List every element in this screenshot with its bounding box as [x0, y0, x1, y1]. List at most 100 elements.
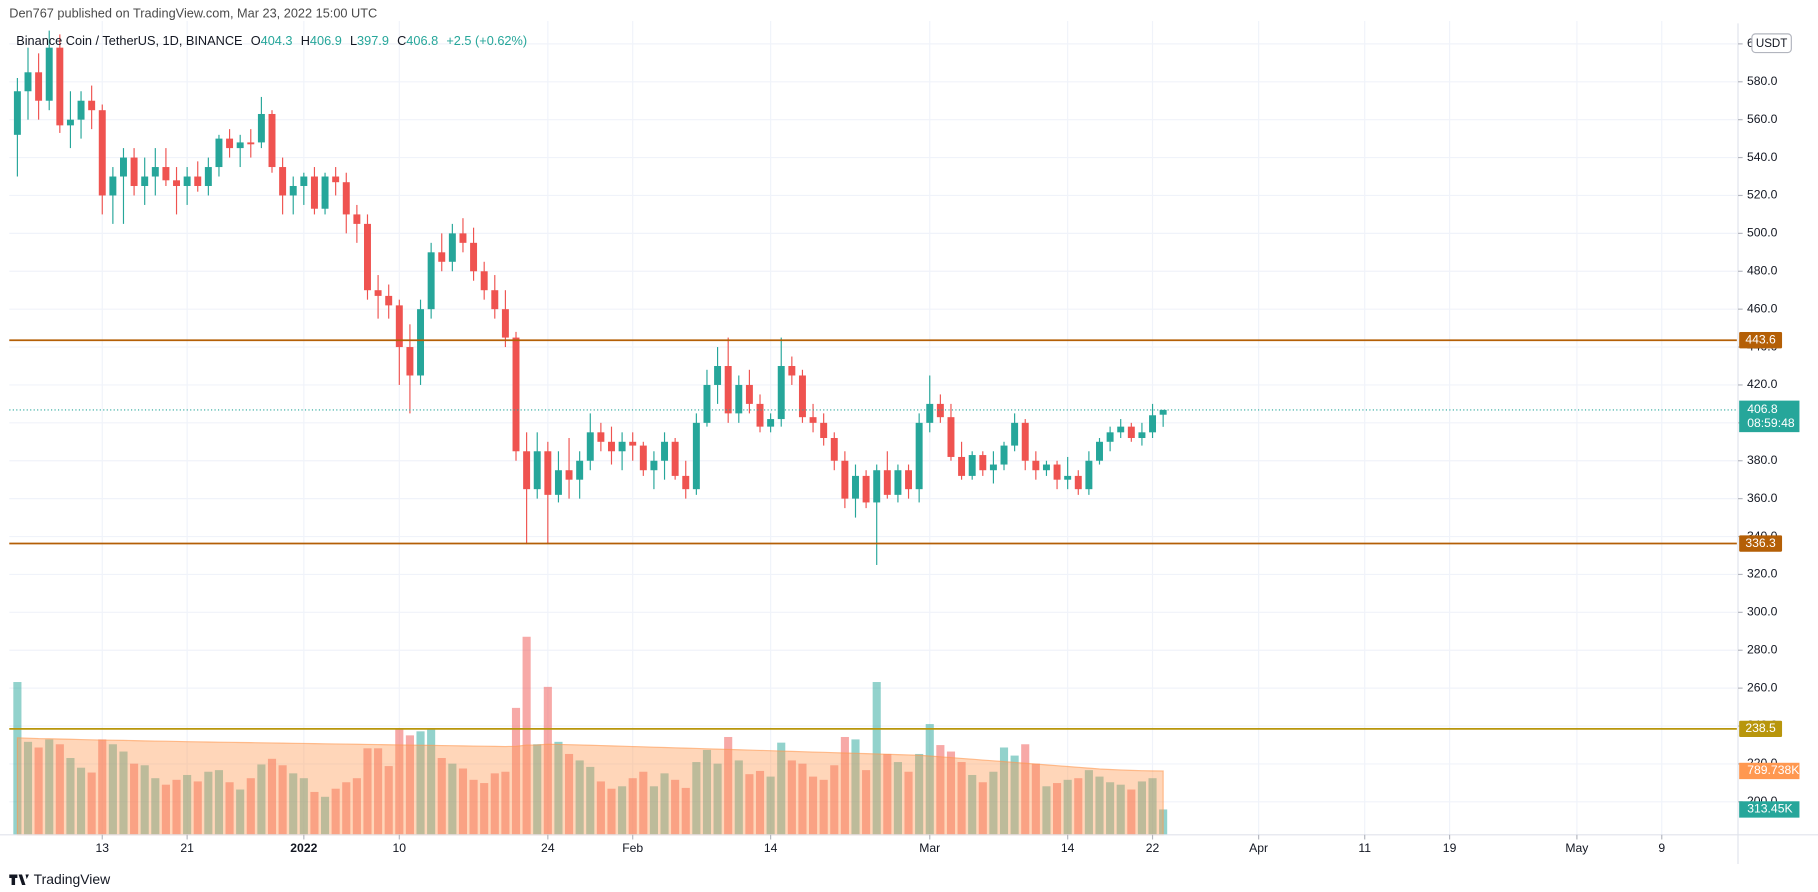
- candle-body: [1149, 415, 1157, 433]
- candle-body: [332, 176, 340, 183]
- x-tick-label: 14: [1061, 841, 1075, 855]
- candle-body: [629, 441, 637, 446]
- volume-bar: [480, 783, 489, 835]
- volume-bar: [681, 787, 690, 835]
- candle-body: [109, 176, 117, 196]
- volume-bar: [957, 762, 966, 835]
- volume-bar: [151, 778, 160, 835]
- candle-body: [682, 475, 690, 490]
- volume-bar: [172, 779, 181, 835]
- level-label-box: [1739, 332, 1783, 349]
- volume-bar: [999, 747, 1009, 835]
- candle-body: [809, 417, 817, 423]
- volume-layer: [13, 636, 1168, 836]
- candle-body: [204, 167, 212, 186]
- x-tick-label: 9: [1658, 841, 1665, 855]
- volume-bar: [1148, 778, 1157, 835]
- volume-bar: [628, 778, 637, 835]
- publisher: Den767 published on TradingView.com, Mar…: [9, 5, 377, 20]
- candle-body: [523, 451, 531, 490]
- volume-bar: [851, 739, 860, 835]
- candle-body: [1074, 475, 1082, 490]
- y-tick-label: 480.0: [1747, 263, 1778, 277]
- candle-body: [533, 451, 541, 490]
- candle-body: [45, 47, 53, 101]
- volume-bar: [1137, 781, 1146, 835]
- candle-body: [830, 438, 838, 461]
- change: +2.5 (+0.62%): [446, 33, 527, 48]
- volume-ma-area: [16, 737, 1164, 836]
- volume-bar: [1127, 789, 1136, 835]
- candle-body: [194, 176, 202, 186]
- volume-bar: [1095, 776, 1104, 835]
- candle-body: [353, 214, 361, 224]
- y-tick-label: 320.0: [1747, 567, 1778, 581]
- candle-body: [501, 309, 509, 338]
- x-tick-label: 19: [1443, 841, 1457, 855]
- candle-body: [544, 451, 552, 495]
- candle-body: [1127, 426, 1135, 439]
- volume-bar: [554, 741, 563, 835]
- currency[interactable]: USDT: [1756, 37, 1788, 50]
- volume-bar: [586, 766, 595, 835]
- volume-bar: [543, 686, 552, 835]
- candle-body: [958, 456, 966, 476]
- candle-body: [1085, 460, 1093, 490]
- volume-bar: [533, 744, 542, 835]
- ohlc-value: 406.8: [406, 33, 438, 48]
- volume-bar: [787, 760, 796, 835]
- y-tick-label: 260.0: [1747, 680, 1778, 694]
- x-tick-label: 24: [541, 841, 555, 855]
- volume-bar: [511, 707, 521, 835]
- candle-body: [491, 290, 499, 310]
- volume-bar: [840, 736, 849, 835]
- volume-bar: [808, 776, 818, 835]
- candle-body: [947, 417, 955, 457]
- volume-bar: [140, 765, 149, 835]
- brand-logo: [9, 874, 29, 885]
- volume-bar: [501, 771, 510, 835]
- candle-body: [342, 182, 350, 215]
- candle-body: [745, 384, 753, 404]
- volume-bar: [458, 768, 468, 835]
- volume-bar: [925, 724, 934, 835]
- candle-body: [236, 142, 244, 149]
- candle-body: [576, 460, 584, 480]
- x-tick-label: 22: [1146, 841, 1160, 855]
- candle-body: [989, 464, 997, 471]
- currency-box[interactable]: [1751, 33, 1792, 54]
- candle-body: [406, 347, 414, 376]
- candle-body: [35, 72, 43, 101]
- candle-body: [979, 455, 987, 471]
- volume-bar: [1116, 784, 1125, 835]
- candle-body: [1064, 475, 1072, 480]
- volume-bar: [1053, 783, 1062, 835]
- volume-bar: [257, 764, 266, 835]
- volume-bar: [819, 779, 828, 835]
- ma-label: 789.738K: [1747, 763, 1799, 777]
- candle-body: [289, 185, 297, 196]
- volume-bar: [395, 728, 404, 835]
- y-tick-label: 540.0: [1747, 150, 1778, 164]
- candle-body: [586, 432, 594, 461]
- volume-bar: [798, 763, 807, 835]
- candle-body: [141, 176, 149, 186]
- volume-bar: [692, 762, 701, 835]
- candle-body: [120, 157, 127, 177]
- candle-body: [767, 419, 775, 427]
- y-tick-label: 500.0: [1747, 226, 1778, 240]
- candle-body: [905, 470, 913, 490]
- candle-body: [427, 252, 435, 310]
- volume-bar: [766, 776, 775, 835]
- candle-body: [56, 47, 64, 126]
- volume-bar: [225, 782, 234, 835]
- volume-bar: [374, 748, 383, 835]
- ohlc-key: L: [350, 33, 357, 48]
- level-label-box: [1739, 720, 1783, 738]
- volume-bar: [183, 774, 192, 835]
- y-tick-label: 360.0: [1747, 491, 1778, 505]
- volume-bar: [289, 773, 298, 835]
- volume-bar: [437, 758, 446, 835]
- volume-bar: [862, 770, 871, 835]
- ma-label-box: [1739, 762, 1800, 780]
